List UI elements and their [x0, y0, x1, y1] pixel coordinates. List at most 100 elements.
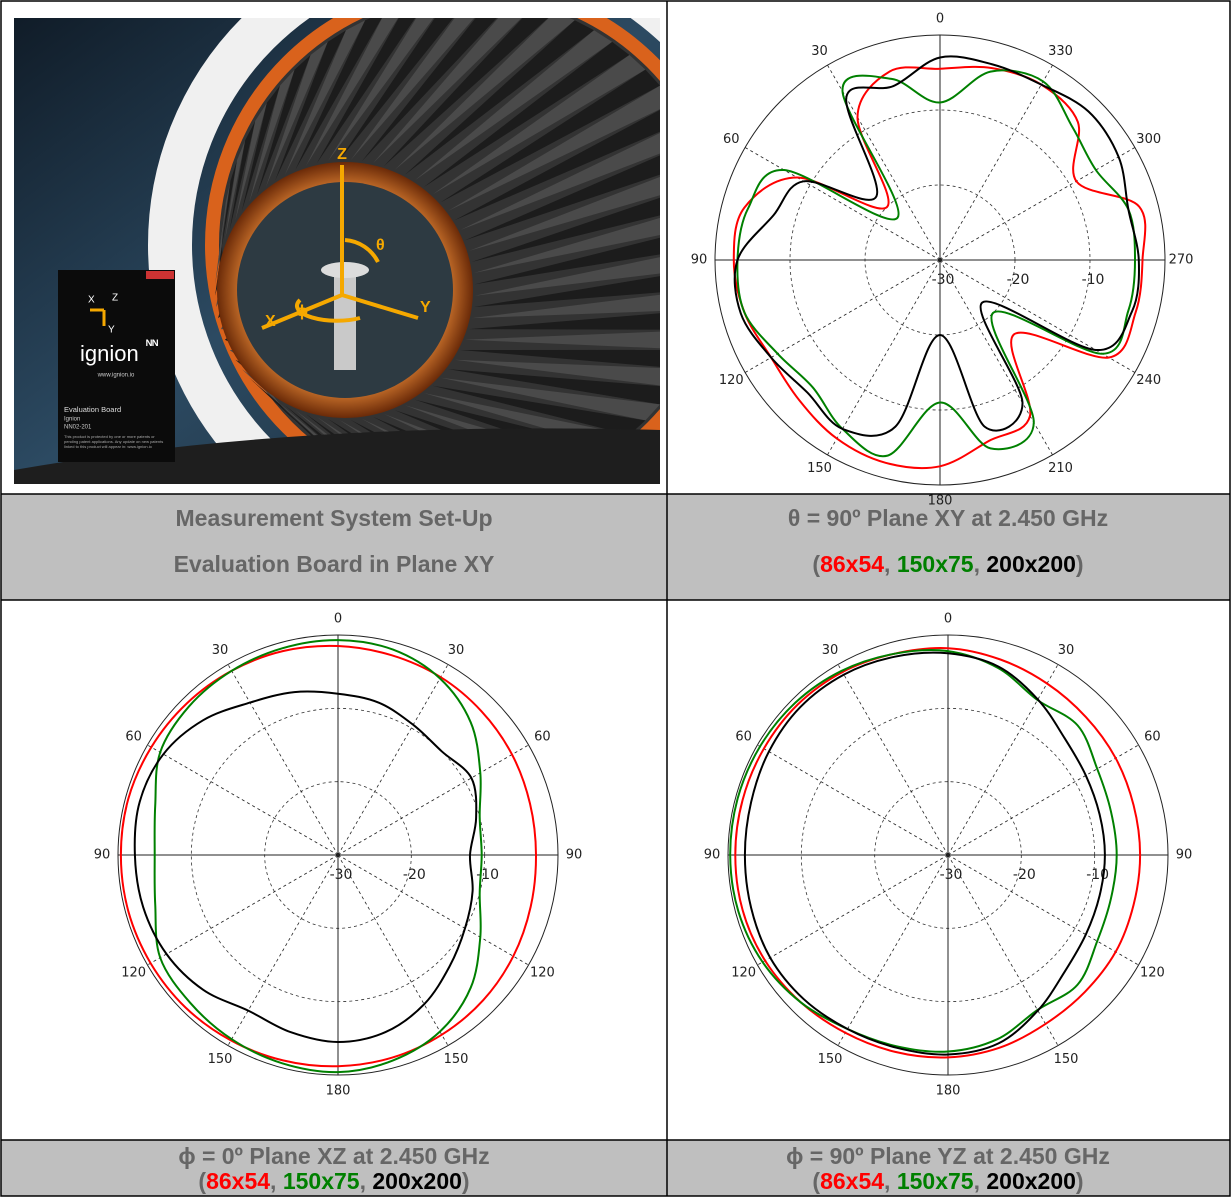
spoke: [337, 854, 449, 1046]
absorber-spike: [218, 180, 231, 262]
pattern-line: [153, 639, 483, 1074]
pattern-line: [734, 647, 1142, 1059]
spoke: [947, 664, 1059, 856]
caption-part: (: [812, 551, 820, 577]
r-tick-label: -30: [940, 867, 963, 883]
absorber-spike: [328, 18, 434, 162]
absorber-spike: [339, 18, 454, 161]
absorber-spike: [474, 257, 660, 296]
spoke: [744, 147, 941, 261]
absorber-spike: [471, 294, 660, 319]
r-tick-label: -20: [1007, 272, 1030, 288]
angle-label: 60: [735, 730, 752, 745]
angle-label: 60: [125, 730, 142, 745]
absorber-spike: [469, 176, 660, 251]
board-maker: Ignion: [64, 417, 80, 423]
board-model: NN02-201: [64, 425, 92, 431]
angle-label: 90: [94, 848, 111, 863]
absorber-spike: [295, 410, 386, 478]
absorber-spike: [295, 18, 382, 170]
absorber-spike: [216, 201, 226, 273]
angle-label: 120: [1140, 966, 1165, 981]
axis-label: Y: [420, 299, 431, 316]
absorber-spike: [465, 155, 660, 241]
absorber-spike: [373, 18, 522, 164]
caption-part: ,: [884, 1168, 897, 1194]
absorber-spike: [249, 377, 295, 421]
board-axis-label: Z: [112, 293, 118, 304]
board: X Z Y ignion ᴺᴺ www.ignion.io Evaluation…: [58, 270, 175, 462]
spoke: [827, 64, 941, 261]
caption-part: (: [812, 1168, 820, 1194]
caption-part: 200x200: [986, 551, 1076, 577]
caption-bands: [1, 494, 1230, 1196]
axis-label: θ: [376, 237, 385, 254]
pattern-line: [119, 644, 538, 1068]
board-notice: linked to this product will appear in: w…: [64, 444, 153, 449]
caption-part: ): [462, 1168, 470, 1194]
absorber-spike: [265, 393, 328, 449]
axis-label: ϕ: [296, 303, 308, 320]
brand-mark: ᴺᴺ: [146, 337, 158, 353]
angle-label: 210: [1048, 461, 1073, 476]
angle-label: 150: [444, 1052, 469, 1067]
angle-label: 120: [530, 966, 555, 981]
absorber-spike: [224, 140, 246, 241]
angle-label: 60: [534, 730, 551, 745]
absorber-spike: [285, 20, 366, 175]
absorber-spike: [465, 331, 660, 349]
absorber-spike: [275, 30, 346, 181]
charts: -30 -20 -100306090120150180210240270300330…: [94, 12, 1194, 1099]
caption-part: ,: [974, 1168, 987, 1194]
caption-line: ϕ = 0º Plane XZ at 2.450 GHz: [178, 1143, 489, 1169]
angle-label: 180: [928, 494, 953, 509]
caption-part: ,: [270, 1168, 283, 1194]
absorber-spike: [440, 69, 660, 203]
caption-line: Measurement System Set-Up: [176, 505, 493, 531]
caption-part: ): [1076, 1168, 1084, 1194]
absorber-spike: [432, 385, 646, 435]
caption-part: 150x75: [897, 1168, 974, 1194]
axes: [261, 165, 419, 330]
angle-label: 120: [121, 966, 146, 981]
absorber-spike: [305, 18, 399, 166]
absorber-spike: [424, 41, 630, 187]
absorber-spike: [474, 237, 660, 285]
caption-part: ,: [974, 551, 987, 577]
absorber-spike: [241, 85, 280, 211]
spoke: [147, 744, 339, 856]
spoke: [939, 259, 1053, 456]
caption-line: (86x54, 150x75, 200x200): [812, 551, 1083, 577]
caption-part: 86x54: [820, 1168, 884, 1194]
light-ring: [148, 18, 660, 484]
spoke: [947, 744, 1139, 856]
absorber-spike: [257, 55, 311, 195]
caption-line: θ = 90º Plane XY at 2.450 GHz: [788, 505, 1108, 531]
angle-label: 60: [723, 132, 740, 147]
angle-label: 90: [704, 848, 721, 863]
angle-label: 120: [719, 373, 744, 388]
brand: ignion: [80, 341, 139, 366]
antenna-cap: [321, 262, 369, 278]
caption-part: ): [1076, 551, 1084, 577]
absorber-spike: [235, 102, 267, 221]
board-axis-label: X: [88, 295, 95, 306]
angle-label: 60: [1144, 730, 1161, 745]
board-notice: pending patent applications. Any update …: [64, 439, 163, 444]
photo-scene: Z θ X Y ϕ: [14, 18, 660, 484]
r-tick-label: -20: [403, 867, 426, 883]
angle-label: 300: [1136, 132, 1161, 147]
caption-part: 86x54: [820, 551, 884, 577]
angle-label: 270: [1169, 253, 1194, 268]
spoke: [757, 744, 949, 856]
absorber-spike: [257, 385, 311, 435]
y-axis: [341, 293, 419, 320]
absorber-spike: [454, 109, 660, 221]
board-url: www.ignion.io: [97, 373, 135, 379]
board-notice: This product is protected by one or more…: [64, 434, 155, 439]
caption-line: (86x54, 150x75, 200x200): [812, 1168, 1083, 1194]
